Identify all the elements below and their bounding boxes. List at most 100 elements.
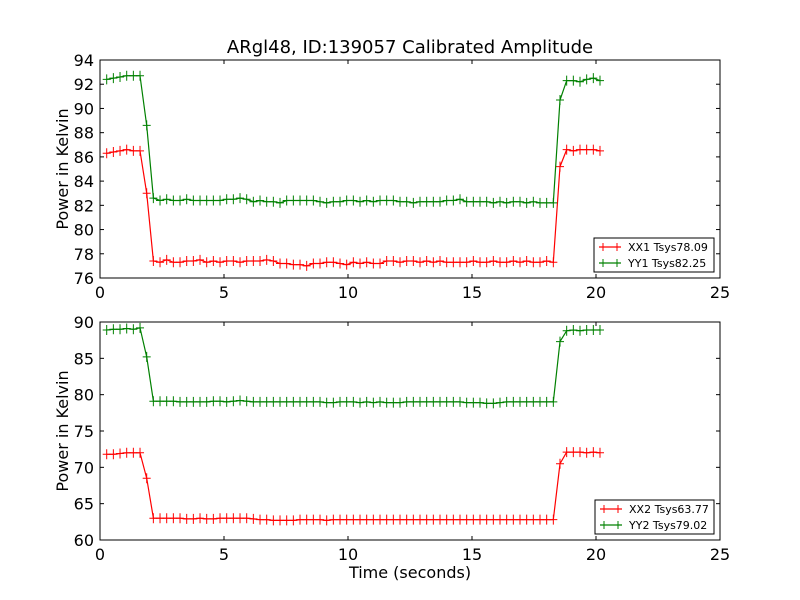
legend-marker	[602, 243, 618, 251]
data-point	[316, 396, 325, 407]
data-point	[476, 397, 485, 408]
legend-marker	[603, 521, 619, 529]
data-point	[122, 323, 131, 334]
data-point	[316, 258, 325, 269]
data-point	[309, 258, 318, 269]
data-point	[542, 256, 551, 267]
legend-entry: XX1 Tsys78.09	[599, 241, 708, 254]
data-point	[562, 325, 571, 336]
data-point	[296, 259, 305, 270]
y-tick-label: 90	[74, 313, 94, 332]
data-point	[116, 448, 125, 459]
data-point	[356, 258, 365, 269]
data-point	[536, 257, 545, 268]
data-point	[169, 396, 178, 407]
data-point	[569, 145, 578, 156]
data-point	[322, 515, 331, 526]
data-point	[249, 513, 258, 524]
data-point	[562, 144, 571, 155]
data-point	[102, 324, 111, 335]
data-point	[282, 258, 291, 269]
data-point	[356, 196, 365, 207]
data-point	[109, 147, 118, 158]
data-point	[182, 194, 191, 205]
data-point	[496, 397, 505, 408]
data-point	[209, 513, 218, 524]
data-point	[102, 74, 111, 85]
y-tick-label: 88	[74, 124, 94, 143]
data-point	[476, 257, 485, 268]
x-tick-label: 25	[710, 283, 730, 302]
data-point	[349, 257, 358, 268]
data-point	[429, 257, 438, 268]
legend-box	[594, 499, 715, 535]
legend-marker	[602, 259, 618, 267]
data-point	[589, 447, 598, 458]
data-point	[249, 196, 258, 207]
data-point	[549, 396, 558, 407]
data-point	[549, 257, 558, 268]
data-point	[242, 396, 251, 407]
x-tick-label: 5	[219, 283, 229, 302]
legend-label: XX1 Tsys78.09	[628, 241, 708, 254]
data-point	[449, 257, 458, 268]
chart-title: ARgl48, ID:139057 Calibrated Amplitude	[227, 37, 593, 58]
data-point	[236, 395, 245, 406]
data-point	[582, 74, 591, 85]
data-point	[229, 256, 238, 267]
data-point	[575, 325, 584, 336]
data-point	[509, 256, 518, 267]
data-point	[262, 514, 271, 525]
data-point	[362, 396, 371, 407]
data-point	[356, 397, 365, 408]
series-yy1	[102, 70, 604, 208]
data-point	[282, 515, 291, 526]
data-point	[189, 513, 198, 524]
data-point	[216, 257, 225, 268]
data-point	[116, 71, 125, 82]
data-point	[236, 193, 245, 204]
data-point	[202, 257, 211, 268]
data-point	[362, 195, 371, 206]
data-point	[142, 351, 151, 362]
x-tick-label: 15	[462, 545, 482, 564]
legend: XX2 Tsys63.77 YY2 Tsys79.02	[594, 499, 715, 535]
data-point	[575, 447, 584, 458]
bottom-plot: 0 5 10 15 20 25 60 65 70 75 80 85 90 Power in Kelvin T…	[53, 313, 730, 582]
data-point	[409, 256, 418, 267]
series-xx1	[102, 144, 604, 271]
data-point	[102, 148, 111, 159]
data-point	[389, 256, 398, 267]
data-point	[575, 76, 584, 87]
data-point	[216, 396, 225, 407]
y-axis-label: Power in Kelvin	[53, 108, 72, 229]
data-point	[156, 195, 165, 206]
data-point	[522, 197, 531, 208]
data-point	[416, 257, 425, 268]
data-point	[309, 396, 318, 407]
data-point	[162, 194, 171, 205]
data-point	[129, 324, 138, 335]
x-tick-label: 20	[586, 283, 606, 302]
data-point	[109, 449, 118, 460]
data-point	[595, 145, 604, 156]
data-point	[142, 120, 151, 131]
data-point	[489, 398, 498, 409]
data-point	[409, 197, 418, 208]
y-tick-label: 78	[74, 245, 94, 264]
legend-label: XX2 Tsys63.77	[629, 503, 709, 516]
data-point	[122, 144, 131, 155]
axes-frame	[99, 59, 721, 279]
data-point	[516, 196, 525, 207]
data-point	[502, 197, 511, 208]
data-point	[589, 144, 598, 155]
data-point	[149, 256, 158, 267]
y-tick-label: 90	[74, 99, 94, 118]
data-point	[116, 145, 125, 156]
data-point	[336, 258, 345, 269]
data-point	[436, 256, 445, 267]
data-point	[236, 257, 245, 268]
y-tick-label: 75	[74, 422, 94, 441]
data-point	[449, 396, 458, 407]
